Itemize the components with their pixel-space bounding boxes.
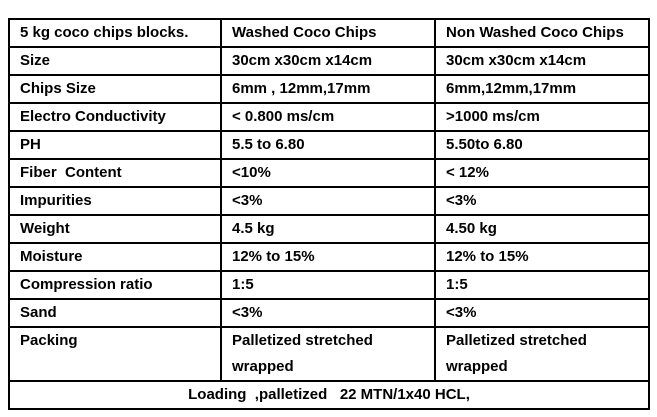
non-washed-value: 6mm,12mm,17mm: [434, 74, 650, 104]
table-footer-row: Loading ,palletized 22 MTN/1x40 HCL,: [8, 380, 650, 410]
table-row-chips-size: Chips Size 6mm , 12mm,17mm 6mm,12mm,17mm: [8, 74, 650, 104]
loading-note: Loading ,palletized 22 MTN/1x40 HCL,: [8, 380, 650, 410]
row-label: Weight: [8, 214, 222, 244]
non-washed-value: <3%: [434, 298, 650, 328]
washed-value: 1:5: [220, 270, 436, 300]
row-label: Sand: [8, 298, 222, 328]
row-label: Size: [8, 46, 222, 76]
header-non-washed-coco-chips: Non Washed Coco Chips: [434, 18, 650, 48]
non-washed-value: <3%: [434, 186, 650, 216]
header-product-title: 5 kg coco chips blocks.: [8, 18, 222, 48]
table-row-ph: PH 5.5 to 6.80 5.50to 6.80: [8, 130, 650, 160]
row-label: Impurities: [8, 186, 222, 216]
row-label: Electro Conductivity: [8, 102, 222, 132]
washed-value: 4.5 kg: [220, 214, 436, 244]
row-label: Fiber Content: [8, 158, 222, 188]
non-washed-value: 5.50to 6.80: [434, 130, 650, 160]
washed-value: <10%: [220, 158, 436, 188]
row-label: Packing: [8, 326, 222, 382]
table-row-impurities: Impurities <3% <3%: [8, 186, 650, 216]
non-washed-value: 30cm x30cm x14cm: [434, 46, 650, 76]
washed-value: 12% to 15%: [220, 242, 436, 272]
non-washed-value: < 12%: [434, 158, 650, 188]
washed-value: 30cm x30cm x14cm: [220, 46, 436, 76]
row-label: PH: [8, 130, 222, 160]
row-label: Moisture: [8, 242, 222, 272]
non-washed-value: Palletized stretched wrapped: [434, 326, 650, 382]
table-row-fiber-content: Fiber Content <10% < 12%: [8, 158, 650, 188]
row-label: Chips Size: [8, 74, 222, 104]
table-row-sand: Sand <3% <3%: [8, 298, 650, 328]
washed-value: Palletized stretched wrapped: [220, 326, 436, 382]
washed-value: <3%: [220, 186, 436, 216]
washed-value: 6mm , 12mm,17mm: [220, 74, 436, 104]
washed-value: <3%: [220, 298, 436, 328]
table-row-size: Size 30cm x30cm x14cm 30cm x30cm x14cm: [8, 46, 650, 76]
table-row-moisture: Moisture 12% to 15% 12% to 15%: [8, 242, 650, 272]
non-washed-value: >1000 ms/cm: [434, 102, 650, 132]
non-washed-value: 1:5: [434, 270, 650, 300]
washed-value: 5.5 to 6.80: [220, 130, 436, 160]
row-label: Compression ratio: [8, 270, 222, 300]
non-washed-value: 4.50 kg: [434, 214, 650, 244]
table-row-compression-ratio: Compression ratio 1:5 1:5: [8, 270, 650, 300]
non-washed-value: 12% to 15%: [434, 242, 650, 272]
header-washed-coco-chips: Washed Coco Chips: [220, 18, 436, 48]
table-row-electro-conductivity: Electro Conductivity < 0.800 ms/cm >1000…: [8, 102, 650, 132]
table-header-row: 5 kg coco chips blocks. Washed Coco Chip…: [8, 18, 650, 48]
table-row-weight: Weight 4.5 kg 4.50 kg: [8, 214, 650, 244]
washed-value: < 0.800 ms/cm: [220, 102, 436, 132]
coco-chips-spec-table: 5 kg coco chips blocks. Washed Coco Chip…: [8, 18, 650, 410]
table-row-packing: Packing Palletized stretched wrapped Pal…: [8, 326, 650, 382]
